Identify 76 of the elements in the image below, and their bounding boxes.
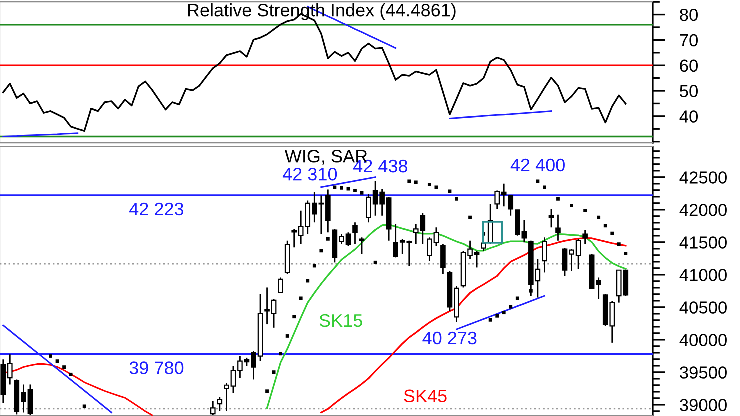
point — [292, 315, 296, 319]
point — [326, 238, 330, 241]
point — [346, 187, 350, 191]
point — [49, 354, 52, 358]
point — [428, 183, 432, 186]
candlestick — [217, 396, 223, 412]
candlestick — [352, 222, 358, 245]
y-tick-label: 60 — [680, 60, 698, 72]
point — [604, 224, 608, 228]
point — [312, 264, 316, 268]
series-label: SK15 — [320, 314, 362, 328]
point — [496, 314, 500, 318]
annotation: 42 400 — [510, 158, 565, 172]
point — [570, 204, 574, 208]
point — [333, 186, 337, 190]
point — [414, 180, 418, 184]
point — [543, 186, 546, 190]
annotation: 42 310 — [282, 168, 338, 181]
candlestick — [278, 277, 284, 294]
point — [516, 296, 520, 300]
point — [299, 296, 303, 300]
point — [617, 242, 621, 246]
candlestick — [582, 230, 588, 245]
point — [468, 216, 472, 220]
point — [448, 190, 452, 194]
point — [509, 305, 513, 309]
point — [502, 311, 506, 315]
point — [56, 360, 60, 364]
point — [556, 197, 560, 201]
y-tick-label: 42000 — [680, 204, 727, 216]
candlestick — [548, 208, 554, 228]
line-series — [449, 110, 552, 120]
point — [455, 197, 458, 201]
point — [354, 189, 357, 192]
point — [320, 249, 324, 253]
candlestick — [440, 244, 446, 276]
candlestick — [359, 236, 365, 256]
point — [69, 372, 73, 376]
y-tick-label: 41000 — [680, 269, 727, 282]
point — [272, 370, 276, 374]
y-tick-label: 41500 — [680, 236, 727, 249]
point — [279, 352, 283, 356]
candlestick — [556, 214, 561, 242]
point — [529, 289, 533, 293]
point — [374, 260, 378, 264]
point — [306, 279, 310, 283]
point — [434, 186, 438, 190]
point — [82, 404, 86, 408]
line-series — [456, 295, 546, 330]
point — [610, 232, 614, 236]
y-tick-label: 40500 — [680, 302, 727, 314]
series-label: SK45 — [404, 390, 447, 403]
point — [488, 318, 492, 322]
point — [286, 334, 290, 338]
y-tick-label: 50 — [680, 85, 698, 98]
candlestick — [210, 400, 216, 416]
point — [340, 186, 344, 190]
y-tick-label: 80 — [680, 8, 698, 22]
point — [408, 180, 412, 184]
y-tick-label: 39500 — [680, 366, 727, 379]
y-tick-label: 40000 — [680, 334, 727, 346]
point — [360, 191, 364, 195]
point — [624, 252, 628, 256]
ref-line-label: 42 223 — [130, 202, 184, 216]
candlestick — [542, 236, 548, 274]
point — [584, 209, 588, 213]
ref-line-label: 39 780 — [130, 362, 184, 374]
y-tick-label: 70 — [680, 34, 698, 47]
point — [597, 216, 601, 220]
annotation: 40 273 — [422, 332, 477, 345]
y-tick-label: 40 — [680, 110, 698, 123]
point — [266, 390, 269, 394]
point — [536, 180, 540, 184]
y-tick-label: 42500 — [680, 172, 727, 184]
y-tick-label: 39000 — [680, 399, 727, 412]
point — [62, 366, 66, 370]
